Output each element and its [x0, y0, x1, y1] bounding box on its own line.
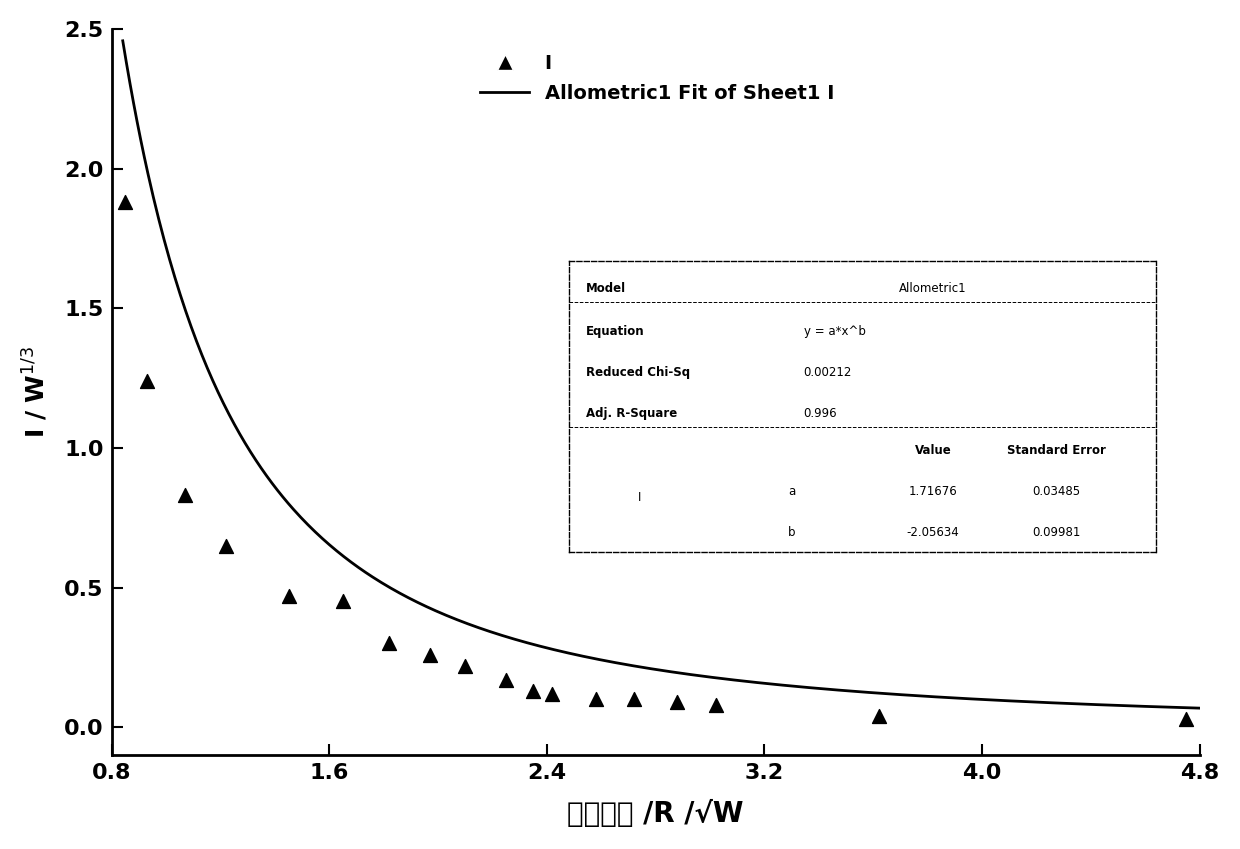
Point	[115, 195, 135, 209]
X-axis label: 比例距离 /R /√W: 比例距离 /R /√W	[568, 800, 744, 828]
Point	[279, 589, 299, 603]
Point	[624, 693, 644, 706]
Y-axis label: I / W$^{1/3}$: I / W$^{1/3}$	[21, 346, 50, 438]
Point	[869, 709, 889, 722]
Point	[706, 698, 725, 711]
Point	[138, 374, 157, 388]
Point	[496, 673, 516, 687]
Point	[216, 539, 236, 553]
Point	[379, 637, 399, 650]
Point	[455, 659, 475, 672]
Point	[175, 488, 195, 502]
Point	[334, 594, 353, 608]
Legend: I, Allometric1 Fit of Sheet1 I: I, Allometric1 Fit of Sheet1 I	[472, 46, 842, 111]
Point	[667, 695, 687, 709]
Point	[587, 693, 606, 706]
Point	[420, 648, 440, 661]
Point	[523, 684, 543, 698]
Point	[1176, 712, 1195, 726]
Point	[542, 687, 562, 700]
